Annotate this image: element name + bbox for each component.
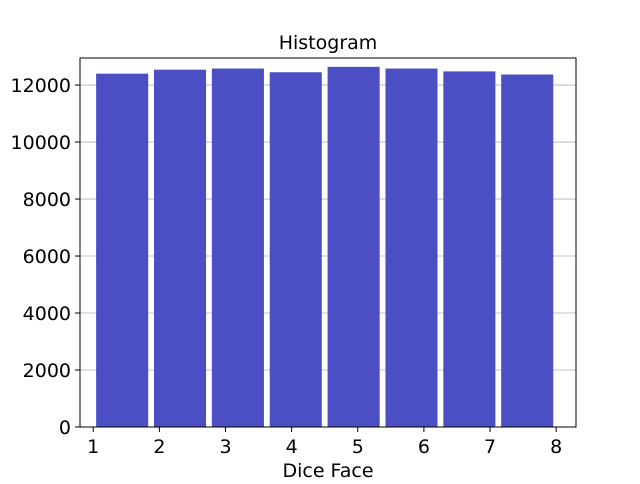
- plot-area-frame: [79, 57, 577, 428]
- x-tick-label: 4: [286, 436, 298, 458]
- y-tick-label: 12000: [11, 75, 71, 97]
- y-axis-ticks: 0 2000 4000 6000 8000 10000 12000: [11, 75, 80, 439]
- x-tick-label: 5: [352, 436, 364, 458]
- x-axis-label: Dice Face: [282, 460, 373, 480]
- x-tick-label: 7: [484, 436, 496, 458]
- bar-face-2: [153, 69, 207, 428]
- x-tick-label: 1: [87, 436, 99, 458]
- bar-face-5: [327, 66, 380, 428]
- bar-face-6: [385, 68, 438, 428]
- bar-face-7: [443, 71, 496, 428]
- y-tick-label: 0: [59, 417, 71, 439]
- y-tick-label: 2000: [23, 360, 71, 382]
- y-tick-label: 4000: [23, 303, 71, 325]
- y-tick-label: 10000: [11, 132, 71, 154]
- y-tick-label: 8000: [23, 189, 71, 211]
- bar-face-1: [96, 73, 149, 427]
- y-tick-label: 6000: [23, 246, 71, 268]
- x-axis-ticks: 1 2 3 4 5 6 7 8: [87, 427, 562, 458]
- bar-face-8: [501, 74, 554, 427]
- bar-face-4: [269, 72, 322, 427]
- x-tick-label: 2: [153, 436, 165, 458]
- bar-face-3: [211, 68, 264, 428]
- x-tick-label: 3: [219, 436, 231, 458]
- x-tick-label: 8: [550, 436, 562, 458]
- bars: [96, 66, 554, 428]
- x-tick-label: 6: [418, 436, 430, 458]
- chart-title: Histogram: [279, 32, 378, 54]
